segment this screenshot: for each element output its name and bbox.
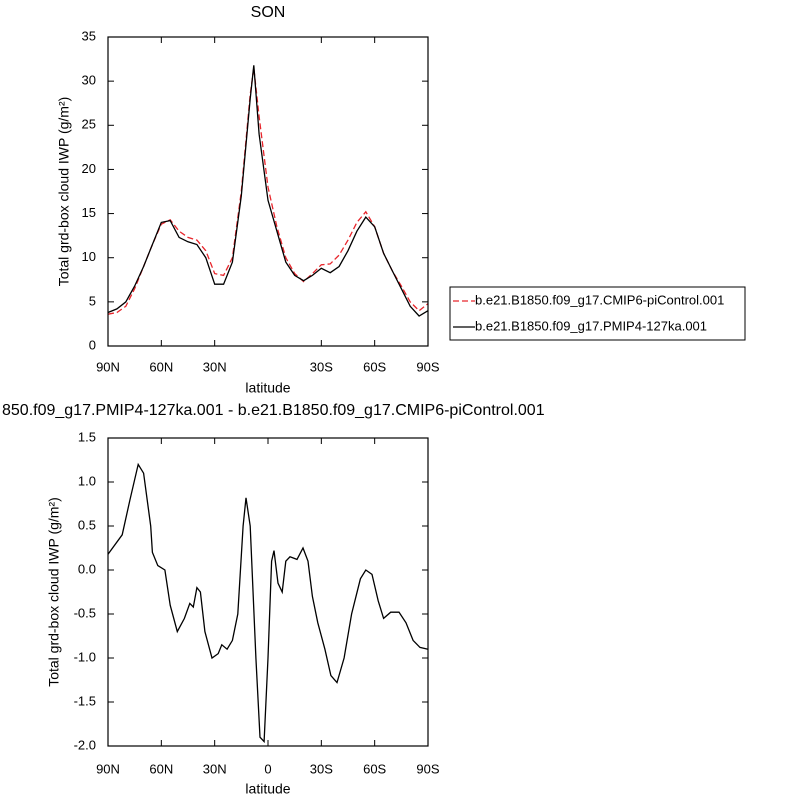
chart-title: SON [251, 4, 286, 21]
x-tick-label: 30N [203, 761, 227, 776]
y-tick-label: 30 [82, 73, 96, 88]
data-line [107, 462, 429, 744]
legend-label: b.e21.B1850.f09_g17.CMIP6-piControl.001 [475, 292, 724, 307]
chart-title: 850.f09_g17.PMIP4-127ka.001 - b.e21.B185… [2, 402, 545, 419]
y-tick-label: 20 [82, 161, 96, 176]
x-tick-label: 60N [149, 761, 173, 776]
x-tick-label: 0 [264, 761, 271, 776]
y-tick-label: 35 [82, 28, 96, 43]
x-tick-label: 90S [416, 761, 439, 776]
y-axis-label: Total grd-box cloud IWP (g/m²) [56, 97, 72, 287]
y-tick-label: 0.5 [78, 517, 96, 532]
y-tick-label: 5 [89, 293, 96, 308]
y-tick-label: 0 [89, 337, 96, 352]
y-tick-label: 15 [82, 205, 96, 220]
x-tick-label: 90N [96, 359, 120, 374]
y-tick-label: -2.0 [74, 737, 96, 752]
plot-frame [107, 437, 429, 747]
y-tick-label: -0.5 [74, 605, 96, 620]
y-tick-label: 10 [82, 249, 96, 264]
plot-frame [107, 36, 429, 347]
x-tick-label: 60S [363, 359, 386, 374]
x-tick-label: 60N [149, 359, 173, 374]
x-tick-label: 30S [310, 761, 333, 776]
x-axis-label: latitude [245, 781, 290, 797]
data-line [107, 67, 429, 315]
legend-box [449, 286, 746, 341]
y-axis-label: Total grd-box cloud IWP (g/m²) [46, 497, 62, 687]
data-line [107, 65, 429, 317]
y-tick-label: 1.0 [78, 473, 96, 488]
y-tick-label: 1.5 [78, 429, 96, 444]
legend-label: b.e21.B1850.f09_g17.PMIP4-127ka.001 [475, 318, 707, 333]
y-tick-label: 0.0 [78, 561, 96, 576]
x-axis-label: latitude [245, 380, 290, 396]
x-tick-label: 60S [363, 761, 386, 776]
y-tick-label: -1.0 [74, 649, 96, 664]
x-tick-label: 90S [416, 359, 439, 374]
y-tick-label: -1.5 [74, 693, 96, 708]
x-tick-label: 90N [96, 761, 120, 776]
x-tick-label: 30N [203, 359, 227, 374]
x-tick-label: 30S [310, 359, 333, 374]
y-tick-label: 25 [82, 117, 96, 132]
